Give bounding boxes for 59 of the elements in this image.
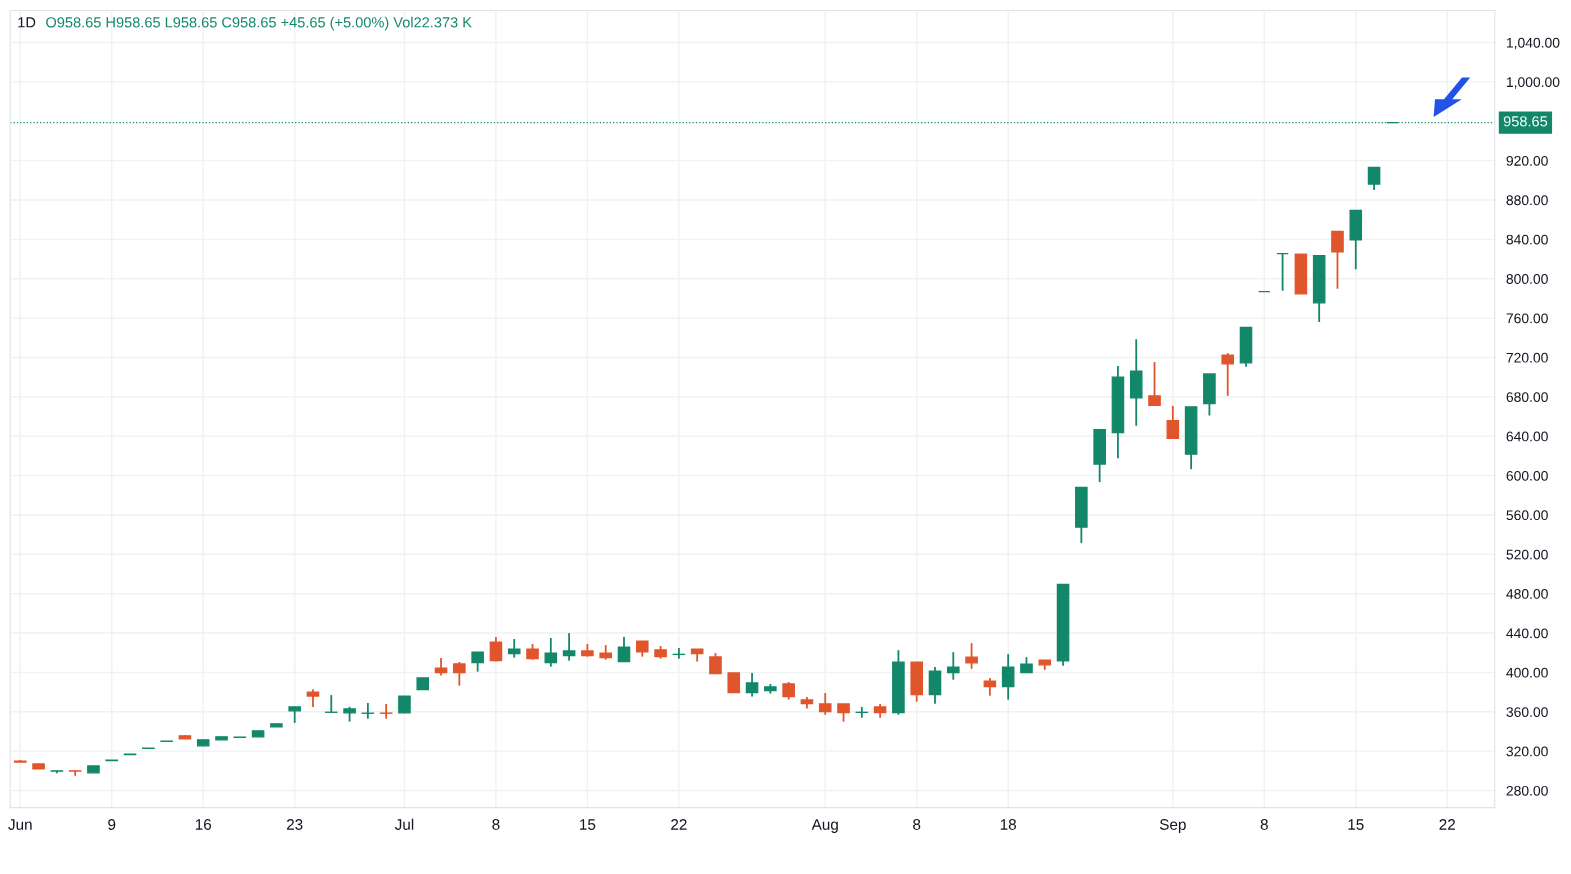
candlestick <box>562 632 576 662</box>
candlestick <box>1166 404 1180 440</box>
candlestick <box>1331 230 1344 290</box>
x-tick-label: Jun <box>8 819 32 830</box>
candlestick <box>727 672 741 694</box>
y-tick-label: 680.00 <box>1506 392 1548 402</box>
y-tick-label: 920.00 <box>1506 155 1548 166</box>
y-tick-label: 800.00 <box>1506 274 1548 284</box>
candlestick <box>489 636 503 663</box>
candlestick <box>379 703 393 720</box>
x-tick-label: Sep <box>1159 819 1186 833</box>
candlestick <box>471 651 484 673</box>
x-tick-label: 22 <box>671 819 687 830</box>
candlestick <box>1221 352 1235 397</box>
x-tick-label: 9 <box>108 819 116 830</box>
candlestick <box>1148 361 1161 407</box>
y-tick-label: 880.00 <box>1506 195 1548 206</box>
x-tick-label: 15 <box>580 819 596 830</box>
x-tick-label: 22 <box>1439 819 1455 830</box>
x-tick-label: 8 <box>1260 819 1268 830</box>
y-tick-label: 520.00 <box>1506 549 1548 560</box>
y-tick-label: 440.00 <box>1506 628 1548 639</box>
candlestick <box>818 692 832 716</box>
x-tick-label: 16 <box>195 819 212 830</box>
y-tick-label: 1,040.00 <box>1506 37 1560 50</box>
candlestick <box>453 661 466 687</box>
candlestick <box>965 642 978 670</box>
y-tick-label: 640.00 <box>1506 431 1548 442</box>
x-tick-label: Aug <box>811 819 838 833</box>
candlestick <box>745 672 759 698</box>
candlestick <box>709 652 722 675</box>
y-tick-label: 360.00 <box>1506 707 1548 717</box>
candlestick <box>1276 252 1289 292</box>
candlestick <box>617 636 631 663</box>
y-tick-label: 840.00 <box>1506 234 1548 245</box>
candlestick <box>544 637 558 668</box>
y-tick-label: 480.00 <box>1506 589 1548 599</box>
chart-subtitle: O958.65 H958.65 L958.65 C958.65 +45.65 (+5.00%) Vol22.373 K <box>46 16 472 31</box>
candlestick <box>507 638 521 659</box>
y-tick-label: 560.00 <box>1506 510 1548 521</box>
y-tick-label: 720.00 <box>1506 352 1548 363</box>
x-tick-label: 15 <box>1348 819 1364 830</box>
x-tick-label: 18 <box>1000 819 1017 830</box>
y-tick-label: 600.00 <box>1506 470 1548 481</box>
x-tick-label: Jul <box>394 818 414 830</box>
candlestick <box>1367 166 1381 192</box>
y-tick-label: 400.00 <box>1506 667 1548 678</box>
x-tick-label: 8 <box>913 819 921 830</box>
ref-line-label: 958.65 <box>1503 116 1548 127</box>
x-tick-label: 23 <box>286 819 303 830</box>
candlestick <box>1001 653 1015 701</box>
y-tick-label: 280.00 <box>1506 785 1548 796</box>
candlestick <box>928 666 942 705</box>
x-tick-label: 8 <box>492 819 500 830</box>
y-tick-label: 1,000.00 <box>1506 77 1560 89</box>
candlestick <box>946 651 960 681</box>
chart-title: 1D <box>18 17 36 28</box>
y-tick-label: 760.00 <box>1506 313 1548 324</box>
y-tick-label: 320.00 <box>1506 746 1548 757</box>
